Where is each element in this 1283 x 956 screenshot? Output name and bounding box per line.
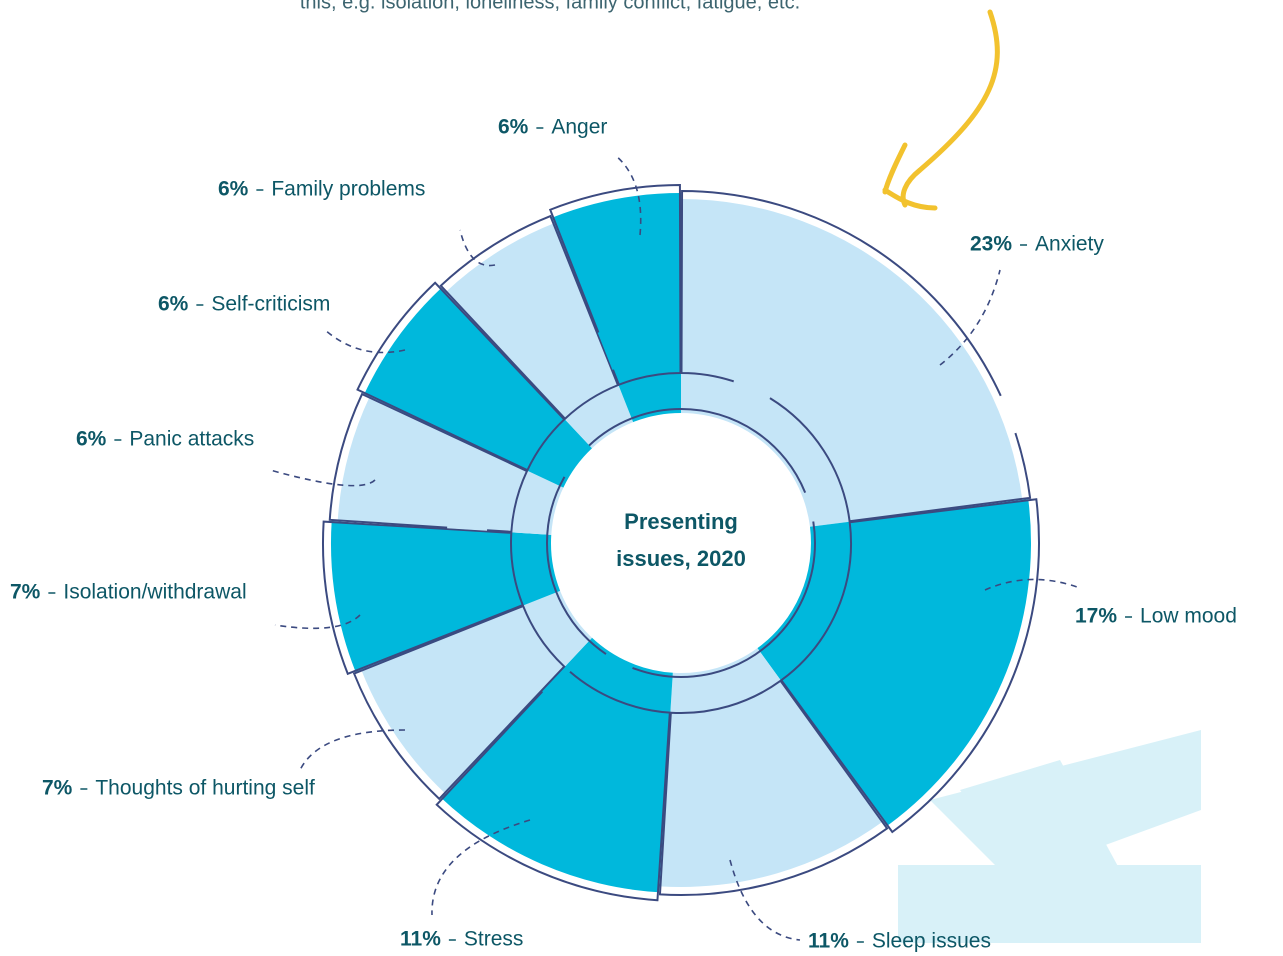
- chart: this, e.g. isolation, loneliness, family…: [0, 0, 1283, 956]
- center-title: Presenting issues, 2020: [596, 503, 766, 577]
- category-label: Panic attacks: [129, 428, 254, 451]
- category-label: Thoughts of hurting self: [95, 777, 315, 800]
- value-label: 17%: [1075, 605, 1117, 628]
- value-label: 11%: [400, 928, 441, 951]
- value-label: 7%: [42, 777, 73, 800]
- value-label: 23%: [970, 233, 1012, 256]
- leader-line: [300, 730, 405, 770]
- value-label: 11%: [808, 930, 849, 953]
- category-label: Anxiety: [1035, 233, 1104, 256]
- value-label: 6%: [76, 428, 107, 451]
- category-label: Stress: [464, 928, 524, 951]
- value-label: 6%: [158, 293, 189, 316]
- category-label: Anger: [551, 116, 607, 139]
- value-label: 6%: [218, 178, 249, 201]
- annotation: this, e.g. isolation, loneliness, family…: [300, 0, 800, 13]
- value-label: 7%: [10, 581, 41, 604]
- category-label: Low mood: [1140, 605, 1237, 628]
- value-label: 6%: [498, 116, 529, 139]
- category-label: Isolation/withdrawal: [63, 581, 246, 604]
- page: this, e.g. isolation, loneliness, family…: [0, 0, 1283, 956]
- category-label: Self-criticism: [211, 293, 330, 316]
- category-label: Family problems: [271, 178, 425, 201]
- category-label: Sleep issues: [872, 930, 991, 953]
- arrow: [885, 12, 997, 208]
